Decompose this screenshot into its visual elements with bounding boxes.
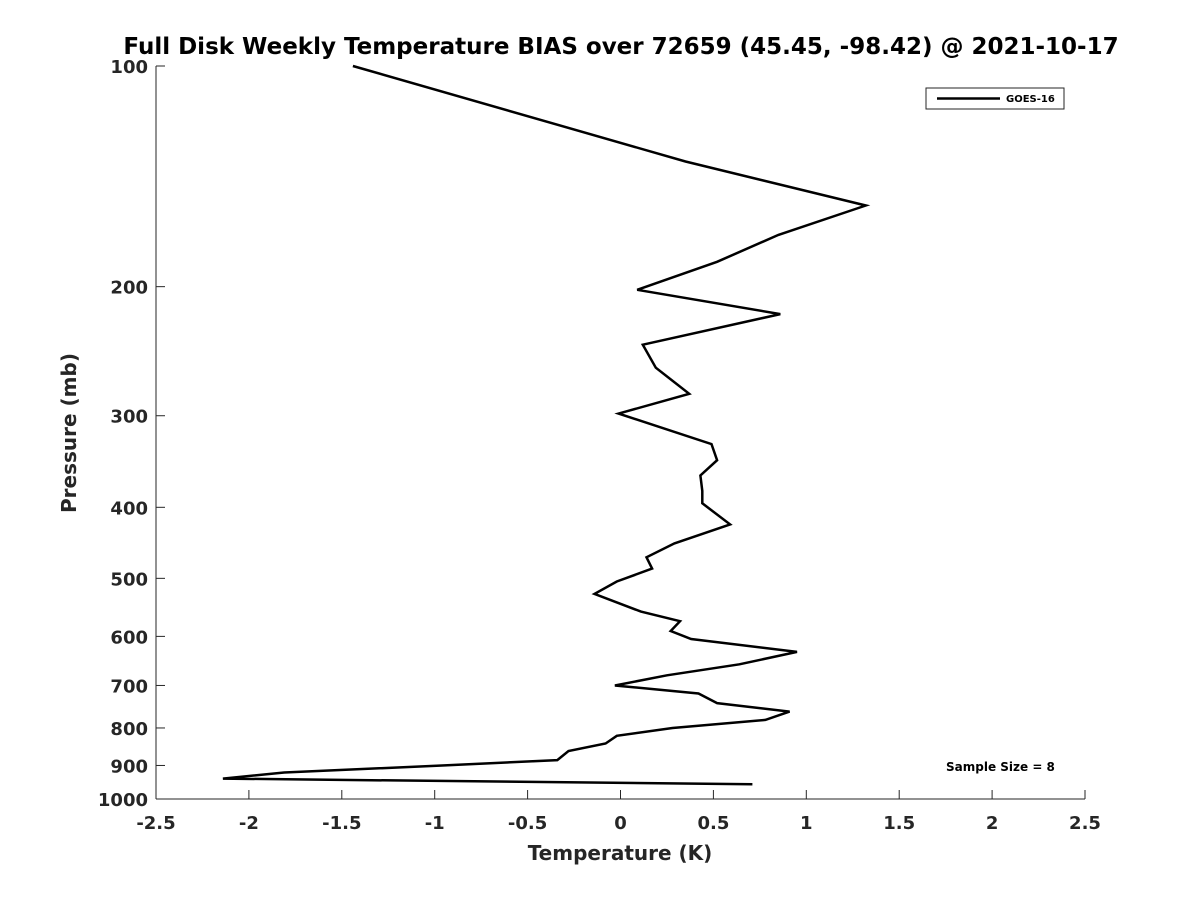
sample-size-annotation: Sample Size = 8: [946, 760, 1055, 774]
y-tick-label: 300: [110, 407, 148, 428]
legend-label-goes-16: GOES-16: [1006, 94, 1055, 105]
y-tick-label: 400: [110, 498, 148, 519]
y-tick-label: 900: [110, 756, 148, 777]
plot-area: [156, 66, 1085, 799]
y-tick-label: 700: [110, 676, 148, 697]
x-tick-label: -2: [239, 813, 259, 834]
y-tick-label: 100: [110, 57, 148, 78]
x-tick-label: 1.5: [883, 813, 915, 834]
x-tick-label: 0.5: [697, 813, 729, 834]
x-axis-label: Temperature (K): [528, 841, 713, 865]
x-tick-label: 2: [986, 813, 999, 834]
x-tick-label: 0: [614, 813, 627, 834]
y-tick-label: 600: [110, 627, 148, 648]
y-tick-label: 800: [110, 719, 148, 740]
series-line-goes-16: [222, 64, 871, 786]
x-axis-ticks: -2.5 -2 -1.5 -1 -0.5 0 0.5 1 1.5 2 2.5: [136, 790, 1101, 834]
x-tick-label: -1: [425, 813, 445, 834]
x-tick-label: 2.5: [1069, 813, 1101, 834]
y-tick-label: 1000: [98, 790, 148, 811]
y-tick-label: 200: [110, 278, 148, 299]
y-axis-ticks: 100 200 300 400 500 600 700 800 900 1000: [98, 57, 165, 811]
x-tick-label: 1: [800, 813, 813, 834]
legend: GOES-16: [925, 87, 1065, 110]
y-tick-label: 500: [110, 569, 148, 590]
y-axis-label: Pressure (mb): [57, 353, 81, 513]
chart-title: Full Disk Weekly Temperature BIAS over 7…: [123, 34, 1118, 60]
x-tick-label: -0.5: [508, 813, 547, 834]
x-tick-label: -2.5: [136, 813, 175, 834]
x-tick-label: -1.5: [322, 813, 361, 834]
